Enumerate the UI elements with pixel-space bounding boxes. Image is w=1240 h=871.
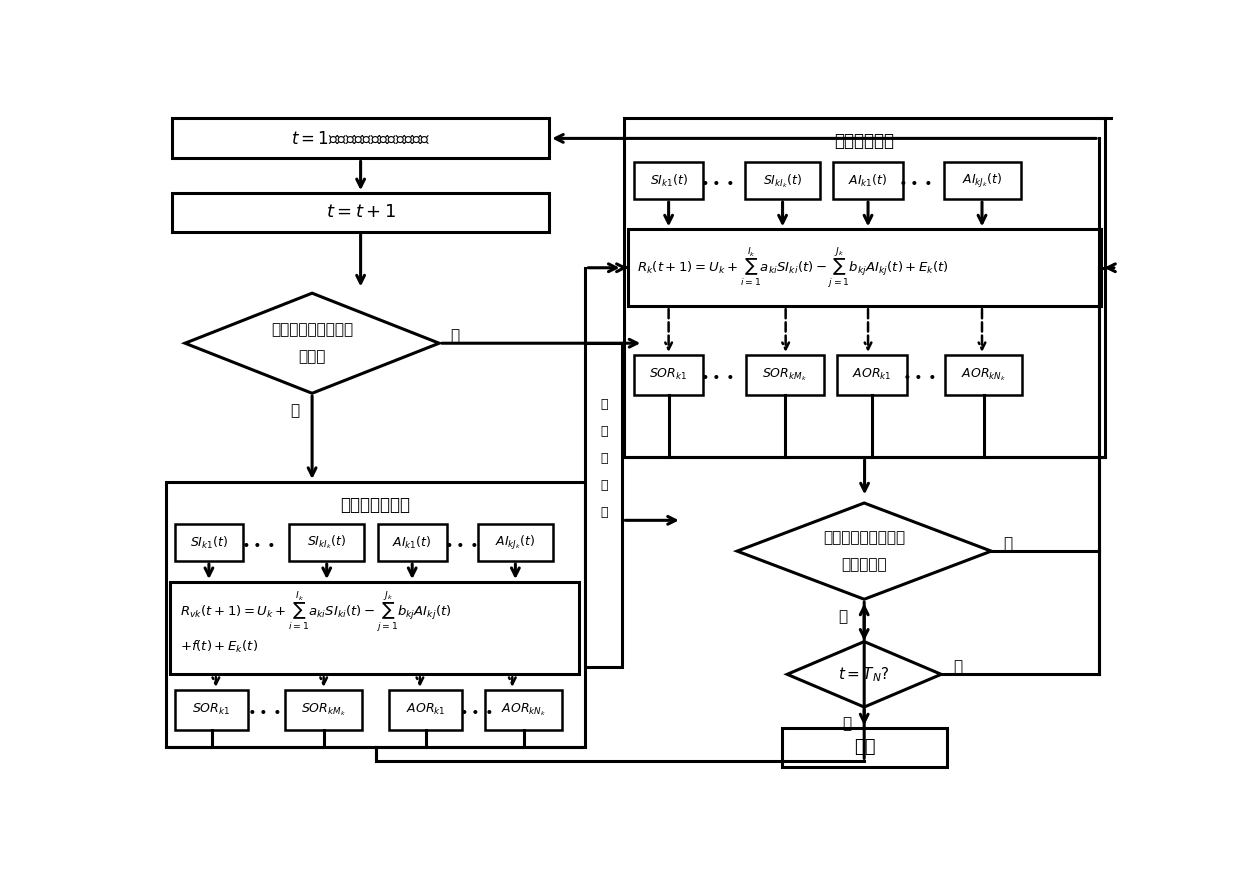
Text: $t=T_N?$: $t=T_N?$ — [838, 665, 890, 684]
Text: 结束: 结束 — [854, 739, 875, 757]
Text: 输入？: 输入？ — [299, 349, 326, 365]
Text: 更新脑区的状态: 更新脑区的状态 — [341, 496, 410, 514]
Text: $SI_{k1}(t)$: $SI_{k1}(t)$ — [650, 172, 688, 189]
Bar — [377, 524, 446, 561]
Text: 邻: 邻 — [600, 425, 608, 438]
Text: $SOR_{k1}$: $SOR_{k1}$ — [192, 702, 231, 718]
Text: 否: 否 — [450, 328, 459, 343]
Text: 否: 否 — [1003, 536, 1013, 551]
Text: $\bullet\bullet\bullet$: $\bullet\bullet\bullet$ — [459, 703, 494, 717]
Text: 已经更新？: 已经更新？ — [842, 557, 887, 572]
Bar — [289, 524, 365, 561]
Bar — [175, 690, 248, 730]
Text: $AI_{k1}(t)$: $AI_{k1}(t)$ — [848, 172, 888, 189]
Text: $SI_{kI_k}(t)$: $SI_{kI_k}(t)$ — [308, 534, 346, 551]
Text: ．: ． — [600, 506, 608, 519]
Text: 区: 区 — [600, 479, 608, 492]
Bar — [175, 524, 243, 561]
Bar — [285, 690, 362, 730]
Text: $\bullet\bullet\bullet$: $\bullet\bullet\bullet$ — [701, 173, 734, 188]
Bar — [166, 482, 585, 747]
Text: $SI_{k1}(t)$: $SI_{k1}(t)$ — [190, 535, 228, 550]
Text: $+f(t)+E_k(t)$: $+f(t)+E_k(t)$ — [180, 639, 258, 655]
Text: $AOR_{k1}$: $AOR_{k1}$ — [852, 368, 892, 382]
Bar — [634, 162, 703, 199]
Text: $AI_{k1}(t)$: $AI_{k1}(t)$ — [392, 535, 432, 550]
Text: $\bullet\bullet\bullet$: $\bullet\bullet\bullet$ — [242, 536, 275, 550]
Polygon shape — [737, 503, 991, 599]
Text: 是否所有脑区状态都: 是否所有脑区状态都 — [823, 530, 905, 544]
Text: $SI_{kI_k}(t)$: $SI_{kI_k}(t)$ — [763, 172, 802, 190]
Polygon shape — [185, 294, 439, 394]
Bar — [172, 118, 549, 159]
Bar — [172, 193, 549, 232]
Polygon shape — [787, 642, 941, 707]
Text: $R_k(t+1)=U_k+\sum_{i=1}^{I_k}a_{ki}SI_{ki}(t)-\sum_{j=1}^{J_k}b_{kj}AI_{kj}(t)+: $R_k(t+1)=U_k+\sum_{i=1}^{I_k}a_{ki}SI_{… — [637, 246, 949, 290]
Text: $AI_{kJ_k}(t)$: $AI_{kJ_k}(t)$ — [962, 172, 1002, 190]
Text: $SOR_{k1}$: $SOR_{k1}$ — [650, 368, 688, 382]
Text: $\bullet\bullet\bullet$: $\bullet\bullet\bullet$ — [444, 536, 477, 550]
Text: $\bullet\bullet\bullet$: $\bullet\bullet\bullet$ — [701, 368, 734, 381]
Text: $AI_{kJ_k}(t)$: $AI_{kJ_k}(t)$ — [495, 534, 536, 551]
Text: 左: 左 — [600, 398, 608, 411]
Bar — [945, 354, 1022, 395]
Text: $t=1$，获得所有脑区的初始状态: $t=1$，获得所有脑区的初始状态 — [291, 130, 430, 147]
Text: $\bullet\bullet\bullet$: $\bullet\bullet\bullet$ — [898, 173, 932, 188]
Bar — [634, 354, 703, 395]
Text: 是: 是 — [290, 402, 300, 418]
Bar — [781, 728, 947, 766]
Text: 是: 是 — [838, 609, 847, 624]
Bar — [485, 690, 563, 730]
Text: $t=t+1$: $t=t+1$ — [326, 203, 396, 221]
Bar — [745, 354, 825, 395]
Text: 更新脑区状态: 更新脑区状态 — [835, 132, 894, 151]
Bar — [745, 162, 821, 199]
Bar — [833, 162, 903, 199]
Text: $\bullet\bullet\bullet$: $\bullet\bullet\bullet$ — [901, 368, 936, 381]
Bar — [170, 582, 579, 674]
Text: $SOR_{kM_k}$: $SOR_{kM_k}$ — [301, 701, 346, 718]
Bar — [624, 118, 1105, 457]
Text: 是: 是 — [843, 717, 852, 732]
Text: $AOR_{kN_k}$: $AOR_{kN_k}$ — [961, 367, 1006, 383]
Text: $SOR_{kM_k}$: $SOR_{kM_k}$ — [763, 367, 807, 383]
Text: $\bullet\bullet\bullet$: $\bullet\bullet\bullet$ — [247, 703, 280, 717]
Bar — [389, 690, 463, 730]
Bar — [944, 162, 1021, 199]
Text: 是否有虚拟刺激信号: 是否有虚拟刺激信号 — [272, 322, 353, 337]
Text: $AOR_{kN_k}$: $AOR_{kN_k}$ — [501, 701, 547, 718]
Text: $AOR_{k1}$: $AOR_{k1}$ — [405, 702, 445, 718]
Bar — [585, 343, 622, 666]
Bar — [627, 229, 1101, 307]
Bar — [837, 354, 906, 395]
Text: $R_{vk}(t+1)=U_k+\sum_{i=1}^{I_k}a_{ki}SI_{ki}(t)-\sum_{j=1}^{J_k}b_{kj}AI_{kj}(: $R_{vk}(t+1)=U_k+\sum_{i=1}^{I_k}a_{ki}S… — [180, 589, 451, 633]
Text: 脑: 脑 — [600, 452, 608, 465]
Text: 否: 否 — [954, 659, 962, 674]
Bar — [477, 524, 553, 561]
